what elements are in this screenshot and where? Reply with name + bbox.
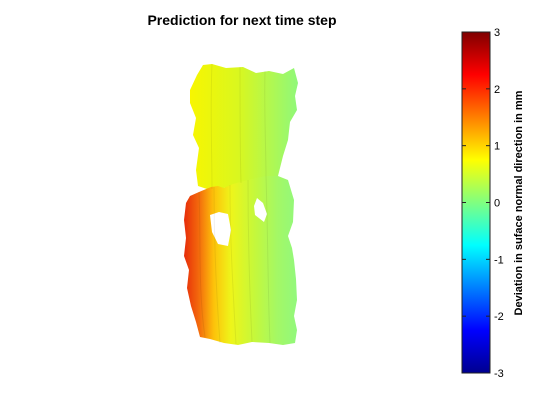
- colorbar-tick-label: 2: [494, 84, 500, 96]
- colorbar-tick-label: -2: [494, 311, 504, 323]
- colorbar-tick-label: -3: [494, 368, 504, 380]
- colorbar-tick-label: -1: [494, 254, 504, 266]
- surface-upper-arm: [190, 64, 298, 190]
- surface-lower-body: [184, 176, 297, 345]
- colorbar-label: Deviation in suface normal direction in …: [513, 90, 525, 315]
- colorbar-tick-label: 3: [494, 27, 500, 39]
- surface-contours: [198, 63, 271, 345]
- surface-plot: [184, 63, 298, 345]
- colorbar-scale: [461, 31, 491, 374]
- chart-title: Prediction for next time step: [147, 12, 336, 28]
- colorbar-tick-label: 0: [494, 198, 500, 210]
- colorbar: 3 2 1 0 -1 -2 -3 Deviation in suface normal di…: [461, 27, 525, 380]
- colorbar-ticks: 3 2 1 0 -1 -2 -3: [462, 27, 504, 380]
- colorbar-tick-label: 1: [494, 141, 500, 153]
